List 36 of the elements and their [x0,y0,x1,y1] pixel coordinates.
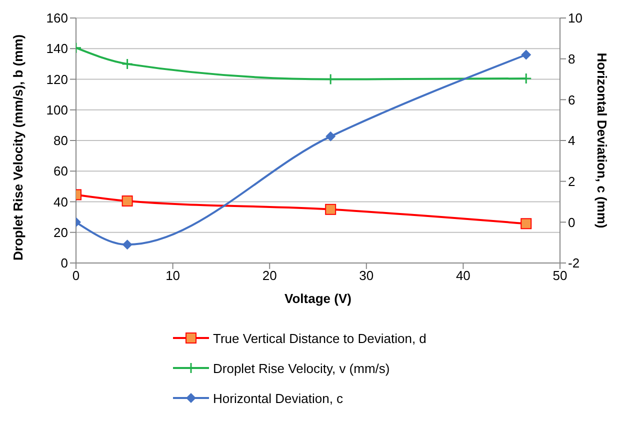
x-tick-label: 0 [72,268,80,284]
point [326,131,336,142]
point [122,58,134,70]
y2-tick-label: 10 [568,10,582,26]
point [122,195,133,206]
point [520,72,532,84]
y-tick-label: 160 [46,10,68,26]
x-tick-label: 40 [456,268,470,284]
x-tick-label: 10 [166,268,180,284]
y-tick-label: 40 [54,194,68,210]
point [520,218,532,230]
point [325,204,336,215]
y2-tick-label: 6 [568,92,576,108]
y2-tick-label: 8 [568,51,576,66]
y2-tick-label: 0 [568,214,576,230]
y-tick-label: 100 [46,102,68,118]
legend-label: True Vertical Distance to Deviation, d [213,330,426,346]
legend-label: Droplet Rise Velocity, v (mm/s) [213,360,390,376]
y-tick-label: 20 [54,224,68,240]
x-tick-label: 20 [262,268,277,284]
y-tick-label: 80 [54,133,68,148]
y2-tick-label: 4 [568,133,576,148]
y2-tick-label: 2 [568,174,576,189]
point [122,240,132,250]
y-axis-title: Droplet Rise Velocity (mm/s), b (mm) [10,34,26,260]
x-tick-label: 30 [359,268,374,284]
y-tick-label: 120 [46,72,68,87]
y-tick-label: 60 [54,164,68,179]
legend-label: Horizontal Deviation, c [213,390,344,406]
point [521,50,532,60]
y2-tick-label: -2 [568,256,580,271]
x-axis-title: Voltage (V) [284,291,352,306]
x-tick-label: 50 [552,268,568,284]
y-tick-label: 140 [46,41,68,56]
y2-axis-title: Horizontal Deviation, c (mm) [594,52,610,228]
y-tick-label: 0 [60,256,68,271]
